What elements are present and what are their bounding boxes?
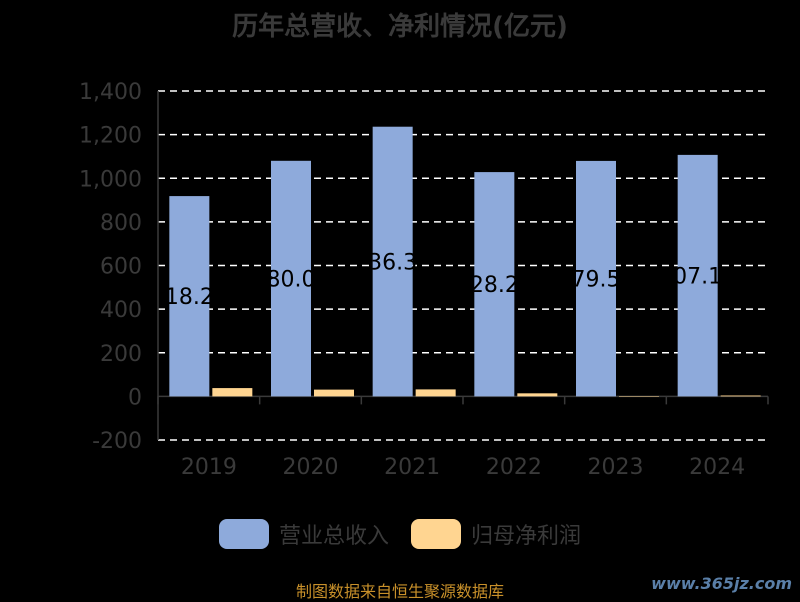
bar-net-profit [720,395,761,397]
x-tick-label: 2020 [283,455,339,480]
bar-net-profit [314,389,354,397]
legend-swatch-net-profit [411,519,461,549]
legend-label-revenue: 营业总收入 [278,524,389,549]
y-tick-label: -200 [92,429,142,454]
y-tick-label: 1,400 [79,80,142,105]
x-tick-label: 2023 [588,455,644,480]
legend-label-net-profit: 归母净利润 [471,524,582,549]
bar-revenue [271,160,311,397]
y-tick-label: 400 [100,298,142,323]
x-tick-label: 2021 [384,455,440,480]
data-label: 79.5 [572,268,621,293]
bar-revenue [169,196,210,397]
x-tick-label: 2022 [486,455,542,480]
bar-revenue [474,172,515,397]
legend-item-revenue[interactable]: 营业总收入 [218,518,389,550]
y-tick-label: 0 [128,385,142,410]
y-tick-label: 200 [100,342,142,367]
chart-legend: 营业总收入 归母净利润 [0,518,800,550]
data-label: 36.3 [368,251,417,276]
bar-revenue [677,154,718,397]
bar-net-profit [517,393,558,397]
bar-net-profit [415,389,456,397]
data-label: 28.2 [470,273,519,298]
data-label: 80.0 [267,268,316,293]
bar-net-profit [619,396,659,397]
legend-item-net-profit[interactable]: 归母净利润 [411,518,581,550]
bar-net-profit [212,388,253,397]
data-label: 07.1 [673,265,722,290]
chart-title: 历年总营收、净利情况(亿元) [232,12,568,42]
x-tick-label: 2024 [689,455,745,480]
y-tick-label: 1,000 [79,167,142,192]
data-label: 18.2 [165,285,214,310]
legend-swatch-revenue [218,519,269,549]
y-tick-label: 600 [100,255,142,280]
y-tick-label: 1,200 [79,124,142,149]
x-tick-label: 2019 [181,455,237,480]
watermark: www.365jz.com [651,574,792,593]
y-tick-label: 800 [100,211,142,236]
bar-revenue [372,126,413,397]
bar-revenue [576,160,616,397]
data-source-note: 制图数据来自恒生聚源数据库 [295,582,504,601]
